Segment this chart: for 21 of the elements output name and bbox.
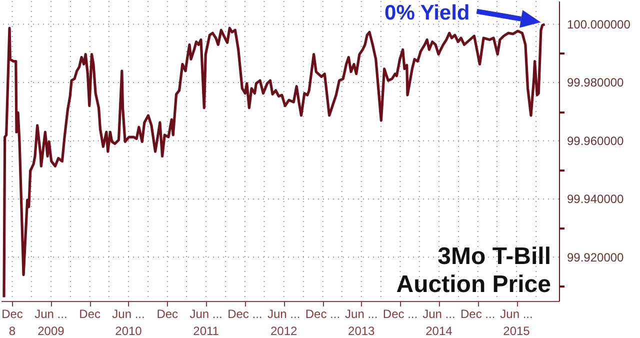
x-tick-label: Jun ... 2009: [34, 307, 68, 338]
x-tick-label: Jun ... 2015: [500, 307, 533, 338]
x-tick-label: Dec: [79, 307, 100, 321]
x-tick-label: Dec ...: [460, 307, 496, 321]
x-tick-label: Dec 8: [2, 307, 23, 338]
y-tick-label: 99.980000: [567, 76, 624, 90]
x-tick-label: Dec ...: [382, 307, 418, 321]
x-tick-label: Jun ... 2012: [267, 307, 300, 338]
x-tick-label: Dec: [156, 307, 178, 321]
x-tick-label: Jun ... 2010: [112, 307, 145, 338]
y-tick-label: 99.920000: [567, 250, 624, 264]
y-tick-label: 99.940000: [567, 192, 624, 206]
x-tick-label: Jun ... 2011: [190, 307, 222, 338]
annotation: 0% Yield: [384, 1, 470, 24]
text: 3Mo T-Bill Auction Price: [396, 243, 551, 298]
x-tick-label: Dec ...: [228, 307, 262, 321]
y-tick-label: 99.960000: [567, 134, 624, 148]
y-tick-label: 100.000000: [567, 17, 631, 32]
x-tick-label: Jun ... 2013: [345, 307, 378, 338]
x-tick-label: Dec ...: [305, 307, 340, 321]
x-tick-label: Jun ... 2014: [422, 307, 456, 338]
